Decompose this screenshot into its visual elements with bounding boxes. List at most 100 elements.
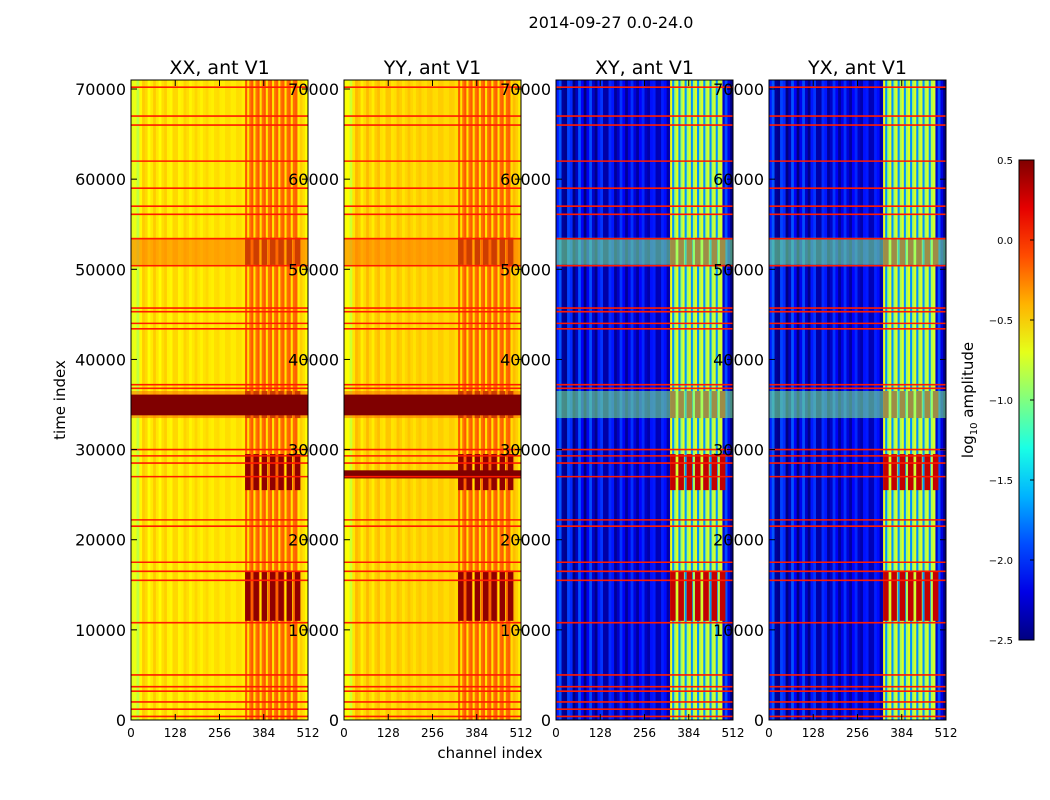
saturated-row [131, 394, 308, 416]
panel-title: YX, ant V1 [807, 57, 907, 79]
high-amplitude-band [899, 571, 906, 621]
time-band [344, 237, 521, 265]
y-tick-label: 60000 [288, 170, 339, 189]
saturated-row [344, 470, 521, 479]
x-tick-label: 0 [552, 726, 560, 740]
high-amplitude-band [916, 454, 922, 491]
high-amplitude-band [678, 571, 684, 621]
y-tick-label: 10000 [75, 621, 126, 640]
x-tick-label: 512 [935, 726, 958, 740]
high-amplitude-band [932, 571, 939, 621]
high-amplitude-band [269, 571, 276, 621]
high-amplitude-band [466, 571, 472, 621]
x-tick-label: 256 [846, 726, 869, 740]
high-amplitude-band [286, 571, 293, 621]
y-tick-label: 70000 [288, 80, 339, 99]
x-axis-label: channel index [437, 744, 542, 762]
high-amplitude-band [261, 454, 268, 491]
panels-group: XX, ant V1 0 128 256 384 512 0 10000 20000 30000 4… [75, 57, 957, 740]
time-band [556, 390, 733, 419]
saturated-row [344, 394, 521, 416]
panel-2: YY, ant V1 0 128 256 384 512 0 10000 20000 30000 4… [288, 57, 532, 740]
x-tick-label: 256 [208, 726, 231, 740]
high-amplitude-band [694, 454, 701, 491]
heatmap-image [344, 80, 521, 720]
high-amplitude-band [719, 454, 726, 491]
x-tick-label: 512 [297, 726, 320, 740]
x-tick-label: 0 [340, 726, 348, 740]
high-amplitude-band [711, 454, 718, 491]
y-tick-label: 10000 [500, 621, 551, 640]
high-amplitude-band [482, 571, 489, 621]
high-amplitude-band [686, 454, 693, 491]
y-tick-label: 60000 [75, 170, 126, 189]
high-amplitude-band [670, 571, 676, 621]
high-amplitude-band [711, 571, 718, 621]
high-amplitude-band [245, 571, 251, 621]
high-amplitude-band [899, 454, 906, 491]
high-amplitude-band [891, 571, 897, 621]
time-band [769, 237, 946, 265]
heatmap-image [769, 80, 946, 720]
panel-title: XY, ant V1 [595, 57, 694, 79]
x-tick-label: 128 [802, 726, 825, 740]
high-amplitude-band [883, 454, 889, 491]
panel-title: YY, ant V1 [383, 57, 482, 79]
y-axis-label: time index [51, 360, 69, 440]
high-amplitude-band [694, 571, 701, 621]
y-tick-label: 20000 [75, 531, 126, 550]
high-amplitude-band [670, 454, 676, 491]
y-tick-label: 0 [754, 711, 764, 730]
x-tick-label: 256 [633, 726, 656, 740]
x-tick-label: 512 [510, 726, 533, 740]
high-amplitude-band [294, 571, 301, 621]
high-amplitude-band [686, 571, 693, 621]
y-tick-label: 30000 [713, 441, 764, 460]
colorbar-tick-label: −1.5 [989, 476, 1013, 487]
heatmap-image [556, 80, 733, 720]
high-amplitude-band [678, 454, 684, 491]
x-tick-label: 0 [765, 726, 773, 740]
y-tick-label: 70000 [75, 80, 126, 99]
y-tick-label: 50000 [288, 260, 339, 279]
high-amplitude-band [474, 571, 481, 621]
high-amplitude-band [883, 571, 889, 621]
high-amplitude-band [491, 571, 497, 621]
figure-title: 2014-09-27 0.0-24.0 [529, 13, 694, 32]
panel-title: XX, ant V1 [169, 57, 269, 79]
high-amplitude-band [891, 454, 897, 491]
x-tick-label: 384 [890, 726, 913, 740]
high-amplitude-band [703, 454, 709, 491]
x-tick-label: 128 [164, 726, 187, 740]
high-amplitude-band [261, 571, 268, 621]
high-amplitude-band [499, 571, 506, 621]
high-amplitude-band [932, 454, 939, 491]
y-tick-label: 70000 [500, 80, 551, 99]
high-amplitude-band [286, 454, 293, 491]
high-amplitude-band [253, 454, 259, 491]
x-tick-label: 0 [127, 726, 135, 740]
high-amplitude-band [703, 571, 709, 621]
x-tick-label: 256 [421, 726, 444, 740]
colorbar-tick-label: −1.0 [989, 396, 1013, 407]
y-tick-label: 0 [329, 711, 339, 730]
colorbar-label-rest: amplitude [959, 342, 977, 423]
colorbar-tick-label: 0.0 [997, 236, 1013, 247]
y-tick-label: 20000 [288, 531, 339, 550]
colorbar-label-base: log [959, 435, 977, 458]
y-tick-label: 60000 [500, 170, 551, 189]
x-tick-label: 128 [377, 726, 400, 740]
colorbar-tick-label: −0.5 [989, 316, 1013, 327]
y-tick-label: 70000 [713, 80, 764, 99]
high-amplitude-band [924, 571, 931, 621]
y-tick-label: 30000 [500, 441, 551, 460]
high-amplitude-band [719, 571, 726, 621]
y-tick-label: 50000 [500, 260, 551, 279]
y-tick-label: 40000 [75, 350, 126, 369]
high-amplitude-band [458, 571, 464, 621]
high-amplitude-band [278, 571, 284, 621]
colorbar-label-sub: 10 [969, 422, 980, 435]
x-tick-label: 384 [677, 726, 700, 740]
heatmap-image [131, 80, 308, 720]
